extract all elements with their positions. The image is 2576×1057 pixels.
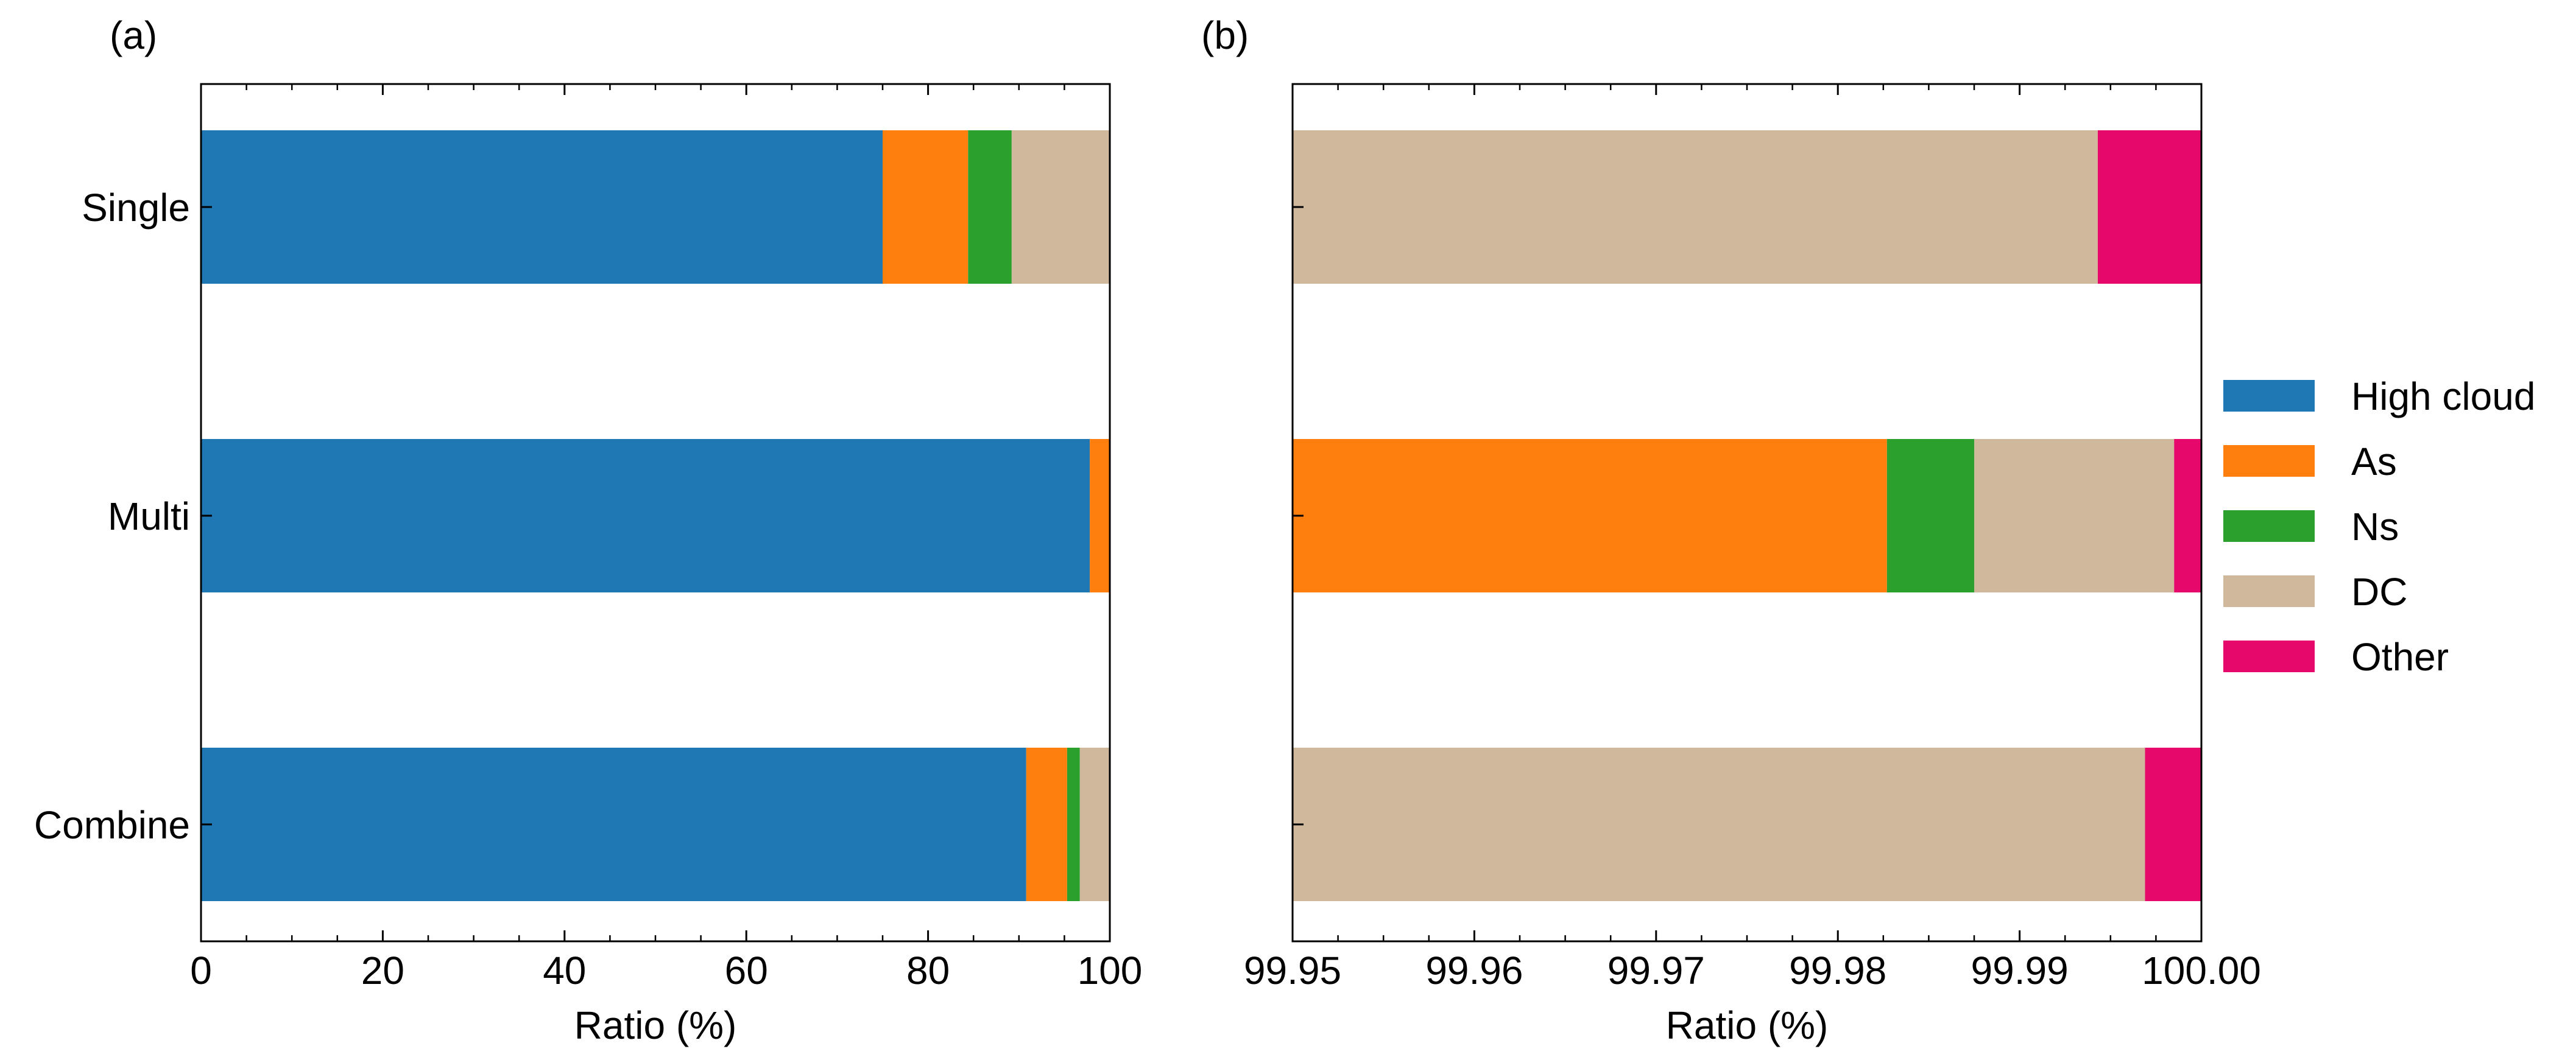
x-tick-label-a: 60	[725, 949, 768, 992]
legend-label-other: Other	[2351, 635, 2449, 679]
bar-b-combine-dc	[1293, 748, 2145, 901]
x-axis-label-b: Ratio (%)	[1666, 1003, 1829, 1047]
bar-a-combine-ns	[1067, 748, 1080, 901]
bar-a-single-ns	[968, 130, 1012, 284]
x-tick-label-b: 99.97	[1607, 949, 1705, 992]
bar-b-multi-dc	[1974, 439, 2175, 592]
x-tick-label-a: 0	[190, 949, 212, 992]
x-tick-label-b: 99.95	[1244, 949, 1341, 992]
bar-b-single-dc	[1293, 130, 2098, 284]
bar-a-multi-as	[1090, 439, 1110, 592]
bar-a-combine-dc	[1079, 748, 1110, 901]
legend-label-as: As	[2351, 440, 2397, 483]
x-tick-label-b: 99.96	[1425, 949, 1523, 992]
x-tick-label-b: 100.00	[2142, 949, 2261, 992]
y-tick-label-multi: Multi	[108, 494, 190, 538]
x-axis-label-a: Ratio (%)	[574, 1003, 737, 1047]
x-tick-label-b: 99.99	[1971, 949, 2069, 992]
legend-swatch-as	[2223, 445, 2315, 477]
bar-b-combine-other	[2145, 748, 2201, 901]
legend-label-ns: Ns	[2351, 505, 2399, 549]
legend-swatch-ns	[2223, 510, 2315, 542]
bar-b-multi-as	[1293, 439, 1887, 592]
bar-a-combine-as	[1026, 748, 1067, 901]
legend-swatch-dc	[2223, 575, 2315, 607]
bar-b-single-other	[2097, 130, 2201, 284]
x-tick-label-a: 20	[361, 949, 404, 992]
panel-label-b: (b)	[1201, 13, 1249, 57]
legend-label-high-cloud: High cloud	[2351, 374, 2535, 418]
bar-a-multi-high-cloud	[201, 439, 1090, 592]
legend-label-dc: DC	[2351, 570, 2407, 614]
panel-a: 0 20 40 60 80 100 Single Multi Combine Ratio (%) (…	[34, 13, 1143, 1047]
bar-a-single-as	[883, 130, 969, 284]
legend-swatch-other	[2223, 641, 2315, 672]
x-tick-label-b: 99.98	[1789, 949, 1886, 992]
bar-b-multi-other	[2174, 439, 2201, 592]
bar-a-single-dc	[1011, 130, 1110, 284]
bar-a-single-high-cloud	[201, 130, 883, 284]
y-tick-label-single: Single	[82, 186, 190, 230]
legend-swatch-high-cloud	[2223, 380, 2315, 412]
panel-label-a: (a)	[110, 13, 157, 57]
legend: High cloud As Ns DC Other	[2223, 374, 2535, 679]
x-tick-label-a: 40	[543, 949, 586, 992]
x-tick-label-a: 80	[906, 949, 950, 992]
y-tick-label-combine: Combine	[34, 803, 190, 847]
bar-b-multi-ns	[1886, 439, 1974, 592]
panel-b: 99.95 99.96 99.97 99.98 99.99 100.00 Ratio (%)…	[1201, 13, 2261, 1047]
x-tick-label-a: 100	[1078, 949, 1143, 992]
bar-a-combine-high-cloud	[201, 748, 1026, 901]
